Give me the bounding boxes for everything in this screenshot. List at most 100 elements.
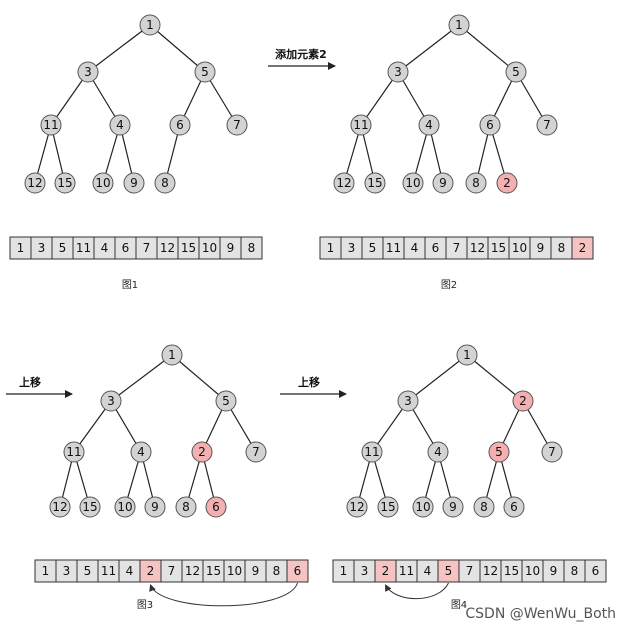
tree-node-circle	[427, 441, 449, 463]
panel-4: 13 211 4 5 712 15 10 9 8 61 3 2 11 4 5 7 12 15 10 9 8 6图4	[332, 344, 607, 611]
array-cell-value: 6	[122, 241, 130, 255]
array-cell: 6	[424, 236, 447, 260]
tree-node-value: 9	[449, 500, 457, 514]
tree-node-circle	[412, 496, 434, 518]
array-cell: 4	[118, 559, 141, 583]
tree-node-value: 4	[116, 118, 124, 132]
tree-node: 10	[412, 496, 434, 518]
tree-node-value: 15	[82, 500, 97, 514]
tree-node-value: 12	[52, 500, 67, 514]
tree-node: 3	[387, 61, 409, 83]
array-cell-value: 5	[59, 241, 67, 255]
array-cell: 4	[416, 559, 439, 583]
tree-node: 7	[245, 441, 267, 463]
tree-node-circle	[418, 114, 440, 136]
tree-node: 2	[512, 390, 534, 412]
step-arrow-sift-up-1: 上移	[6, 375, 73, 398]
tree-node-circle	[194, 61, 216, 83]
tree-node-circle	[215, 390, 237, 412]
tree-node-value: 8	[472, 176, 480, 190]
tree-node-circle	[54, 172, 76, 194]
array-cell-value: 3	[348, 241, 356, 255]
tree-node: 5	[194, 61, 216, 83]
array-cell-value: 8	[273, 564, 281, 578]
array-cell: 9	[244, 559, 267, 583]
array-cell-value: 8	[558, 241, 566, 255]
array-cell-value: 1	[340, 564, 348, 578]
tree-node: 9	[432, 172, 454, 194]
tree-node: 15	[54, 172, 76, 194]
tree-node-value: 12	[336, 176, 351, 190]
array-cell: 15	[177, 236, 200, 260]
tree-node-value: 7	[543, 118, 551, 132]
tree-node: 7	[541, 441, 563, 463]
tree-node-value: 10	[405, 176, 420, 190]
array-cell-value: 15	[504, 564, 519, 578]
tree-node: 4	[418, 114, 440, 136]
tree-node-value: 7	[252, 445, 260, 459]
tree-node-highlighted	[205, 496, 227, 518]
array-cell-value: 5	[84, 564, 92, 578]
tree-node-value: 6	[486, 118, 494, 132]
array-cell: 12	[479, 559, 502, 583]
tree-node: 8	[473, 496, 495, 518]
tree-node-circle	[364, 172, 386, 194]
array-cell: 6	[584, 559, 607, 583]
array-cell: 2	[139, 559, 162, 583]
array-cell: 9	[219, 236, 242, 260]
tree-node-highlighted	[191, 441, 213, 463]
tree-node-circle	[130, 441, 152, 463]
panel-caption: 图4	[451, 599, 467, 611]
tree-node: 11	[361, 441, 383, 463]
tree-node-circle	[40, 114, 62, 136]
panel-caption: 图3	[137, 599, 153, 611]
array-cell-box	[584, 559, 607, 583]
array-cell: 5	[437, 559, 460, 583]
array-cell: 1	[319, 236, 342, 260]
tree-node-circle	[77, 61, 99, 83]
tree-node-value: 2	[198, 445, 206, 459]
tree-node-circle	[49, 496, 71, 518]
tree-node-circle	[465, 172, 487, 194]
tree-node: 11	[63, 441, 85, 463]
array-cell: 2	[571, 236, 594, 260]
array-cell: 12	[466, 236, 489, 260]
tree-node-value: 10	[117, 500, 132, 514]
step-label-add-element: 添加元素2	[275, 47, 327, 61]
array-cell: 10	[198, 236, 221, 260]
tree-node: 10	[402, 172, 424, 194]
tree-node: 12	[333, 172, 355, 194]
tree-node: 8	[175, 496, 197, 518]
array-cell-value: 2	[147, 564, 155, 578]
array-cell: 8	[240, 236, 263, 260]
heap-array: 1 3 2 11 4 5 7 12 15 10 9 8 6	[332, 559, 607, 583]
array-cell: 7	[445, 236, 468, 260]
array-cell-value: 11	[101, 564, 116, 578]
tree-node-circle	[92, 172, 114, 194]
array-cell-value: 9	[227, 241, 235, 255]
tree-node: 10	[92, 172, 114, 194]
tree-node-value: 6	[510, 500, 518, 514]
tree-edge	[50, 71, 89, 126]
array-cell-value: 5	[445, 564, 453, 578]
tree-node-value: 15	[380, 500, 395, 514]
array-cell-value: 8	[248, 241, 256, 255]
tree-node-circle	[161, 344, 183, 366]
array-cell-value: 12	[470, 241, 485, 255]
tree-node: 15	[377, 496, 399, 518]
tree-node-value: 3	[84, 65, 92, 79]
tree-node: 1	[456, 344, 478, 366]
tree-edges	[59, 354, 257, 508]
tree-node-circle	[63, 441, 85, 463]
tree-node-circle	[541, 441, 563, 463]
array-cell-value: 6	[592, 564, 600, 578]
tree-node: 4	[130, 441, 152, 463]
tree-node-value: 1	[168, 348, 176, 362]
array-cell-value: 1	[42, 564, 50, 578]
array-cell-value: 1	[17, 241, 25, 255]
array-cell-value: 10	[227, 564, 242, 578]
tree-node-value: 7	[548, 445, 556, 459]
tree-node-value: 12	[27, 176, 42, 190]
array-cell: 7	[160, 559, 183, 583]
